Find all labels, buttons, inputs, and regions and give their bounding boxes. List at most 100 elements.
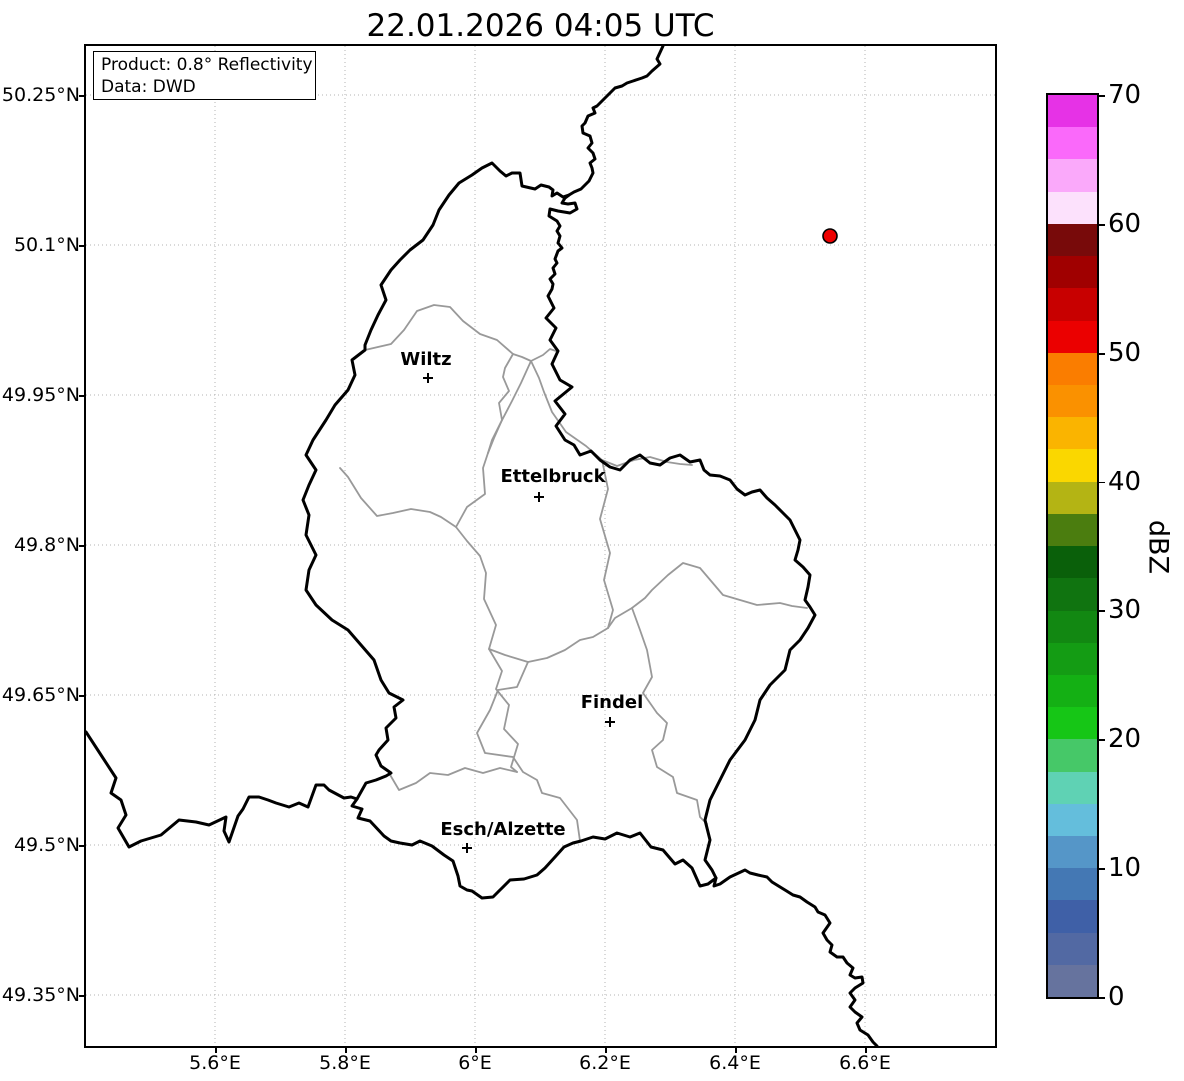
- colorbar-segment: [1048, 513, 1097, 547]
- colorbar-segment: [1048, 223, 1097, 257]
- figure-title: 22.01.2026 04:05 UTC: [366, 8, 715, 44]
- y-tick-label: 50.1°N: [13, 234, 80, 256]
- colorbar-segment: [1048, 674, 1097, 708]
- y-tick-mark: [79, 695, 84, 697]
- city-label: Wiltz: [400, 349, 451, 370]
- colorbar-segment: [1048, 384, 1097, 418]
- colorbar-segment: [1048, 191, 1097, 224]
- colorbar-tick-label: 10: [1108, 853, 1142, 884]
- colorbar-segment: [1048, 578, 1097, 611]
- colorbar-tick-mark: [1099, 868, 1105, 870]
- y-tick-mark: [79, 995, 84, 997]
- colorbar-tick-label: 20: [1108, 724, 1142, 755]
- colorbar-tick-mark: [1099, 352, 1105, 355]
- x-tick-label: 6.4°E: [709, 1052, 761, 1074]
- district-border-path: [455, 526, 519, 773]
- y-tick-mark: [79, 845, 84, 847]
- city-label: Esch/Alzette: [440, 819, 565, 840]
- colorbar-segment: [1048, 610, 1097, 643]
- map-canvas: Wiltz Ettelbruck Findel Esch/Alzette: [86, 46, 995, 1046]
- colorbar-tick-mark: [1099, 223, 1105, 226]
- y-tick-mark: [79, 545, 84, 547]
- district-border-path: [364, 304, 514, 355]
- y-tick-label: 49.8°N: [13, 534, 80, 556]
- colorbar-tick-label: 60: [1108, 208, 1142, 239]
- x-tick-mark: [735, 1048, 737, 1053]
- district-border-path: [388, 767, 518, 791]
- country-border-luxembourg: [301, 161, 817, 900]
- y-tick-label: 49.35°N: [1, 984, 80, 1006]
- y-tick-mark: [79, 395, 84, 397]
- colorbar-segment: [1048, 288, 1097, 321]
- colorbar-tick-mark: [1099, 610, 1105, 613]
- product-info-box: Product: 0.8° Reflectivity Data: DWD: [93, 51, 316, 100]
- district-border-path: [488, 627, 609, 663]
- colorbar-segment: [1048, 836, 1097, 869]
- colorbar-segment: [1048, 481, 1097, 514]
- district-border-path: [455, 353, 514, 528]
- colorbar-segment: [1048, 546, 1097, 579]
- data-source-line: Data: DWD: [101, 77, 196, 97]
- country-border-france-germany: [712, 868, 879, 1046]
- city-label: Findel: [581, 692, 644, 713]
- colorbar-segment: [1048, 739, 1097, 772]
- district-border-path: [607, 562, 808, 629]
- x-tick-mark: [345, 1048, 347, 1053]
- colorbar-segment: [1048, 900, 1097, 933]
- x-tick-mark: [475, 1048, 477, 1053]
- colorbar-segment: [1048, 707, 1097, 740]
- colorbar-segment: [1048, 320, 1097, 353]
- colorbar-tick-mark: [1099, 739, 1105, 742]
- y-tick-label: 49.5°N: [13, 834, 80, 856]
- y-tick-label: 49.95°N: [1, 384, 80, 406]
- colorbar-segment: [1048, 127, 1097, 160]
- x-tick-label: 5.8°E: [319, 1052, 371, 1074]
- country-border-france-belgium: [86, 730, 359, 849]
- x-tick-label: 6.6°E: [839, 1052, 891, 1074]
- y-tick-label: 49.65°N: [1, 684, 80, 706]
- colorbar-segment: [1048, 642, 1097, 675]
- colorbar-tick-label: 40: [1108, 466, 1142, 497]
- colorbar-tick-mark: [1099, 95, 1105, 97]
- y-tick-label: 50.25°N: [1, 84, 80, 106]
- colorbar-segment: [1048, 159, 1097, 192]
- colorbar-segment: [1048, 95, 1097, 128]
- colorbar-segment: [1048, 803, 1097, 837]
- colorbar-segment: [1048, 932, 1097, 965]
- colorbar-segment: [1048, 449, 1097, 482]
- district-border-path: [599, 459, 614, 629]
- colorbar-segment: [1048, 868, 1097, 901]
- colorbar: [1046, 93, 1099, 999]
- country-border-belgium-germany: [567, 46, 665, 197]
- district-border-path: [339, 467, 457, 528]
- y-tick-mark: [79, 245, 84, 247]
- colorbar-tick-mark: [1099, 997, 1105, 999]
- x-tick-mark: [215, 1048, 217, 1053]
- colorbar-tick-label: 30: [1108, 595, 1142, 626]
- district-border-path: [530, 360, 693, 467]
- x-tick-mark: [865, 1048, 867, 1053]
- product-info-line: Product: 0.8° Reflectivity: [101, 55, 313, 75]
- colorbar-tick-mark: [1099, 481, 1105, 484]
- map-plot-frame: [84, 44, 997, 1048]
- x-tick-label: 6°E: [458, 1052, 492, 1074]
- colorbar-segment: [1048, 771, 1097, 804]
- district-border-path: [631, 607, 708, 825]
- colorbar-tick-label: 50: [1108, 337, 1142, 368]
- x-tick-mark: [605, 1048, 607, 1053]
- colorbar-segment: [1048, 352, 1097, 385]
- colorbar-segment: [1048, 256, 1097, 289]
- x-tick-label: 6.2°E: [579, 1052, 631, 1074]
- district-border-path: [487, 360, 532, 454]
- colorbar-segment: [1048, 417, 1097, 450]
- colorbar-tick-label: 70: [1108, 80, 1142, 110]
- district-border-path: [476, 661, 581, 842]
- x-tick-label: 5.6°E: [189, 1052, 241, 1074]
- y-tick-mark: [79, 95, 84, 97]
- colorbar-label: dBZ: [1142, 519, 1174, 575]
- radar-site-dot: [822, 228, 838, 244]
- city-label: Ettelbruck: [500, 466, 606, 487]
- colorbar-tick-label: 0: [1108, 982, 1125, 1012]
- district-border-path: [512, 348, 557, 362]
